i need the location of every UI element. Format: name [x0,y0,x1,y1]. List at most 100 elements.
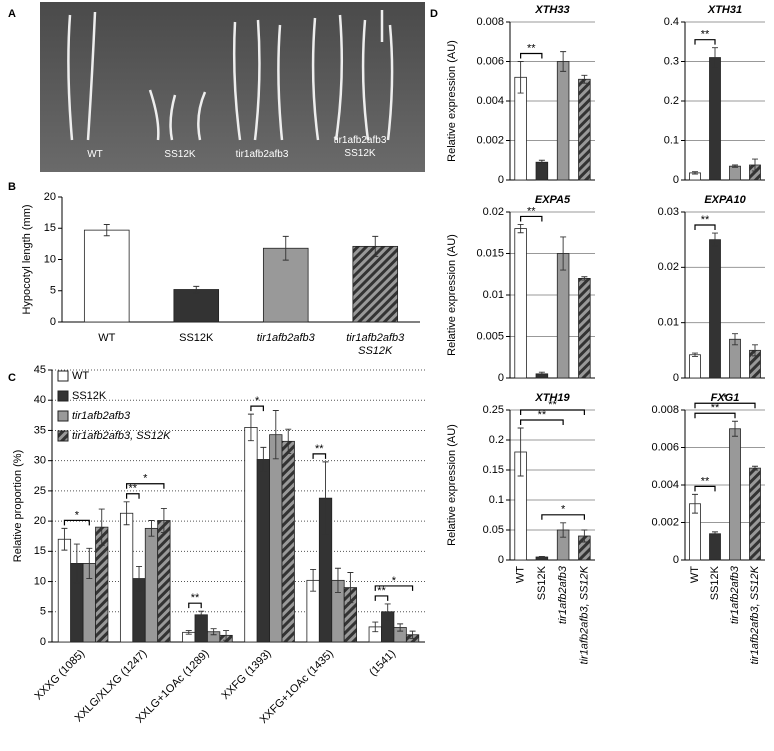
y-tick-label: 0.01 [658,317,679,329]
significance-label: * [723,392,728,404]
x-tick-label: tir1afb2afb3 [256,332,315,344]
x-tick-label: XXXG (1085) [33,648,88,703]
x-tick-label: (1541) [367,648,398,679]
y-tick-label: 0.015 [476,247,504,259]
bar [749,467,761,561]
y-tick-label: 5 [50,285,56,297]
panel-label: A [8,8,16,20]
y-axis-label: Relative proportion (%) [12,450,24,563]
error-bar [560,522,567,538]
error-bar [334,567,341,593]
significance-bracket [520,52,543,59]
panel-label: B [8,181,16,193]
error-bar [98,508,105,546]
significance-label: ** [701,214,710,226]
y-tick-label: 0.1 [489,494,504,506]
y-tick-label: 0 [673,174,679,186]
x-tick-label-box: WT [98,332,115,344]
error-bar [692,352,698,357]
significance-bracket [188,602,202,609]
x-tick-label: XXFG (1393) [219,648,273,702]
y-tick-label: 0.25 [483,404,504,416]
y-tick-label: 5 [40,606,46,618]
y-tick-label: 10 [44,253,56,265]
panel-label: C [8,372,16,384]
significance-bracket [541,514,585,520]
bar [173,289,220,323]
error-bar [123,501,130,526]
y-tick-label: 0.03 [658,206,679,218]
significance-bracket [374,585,414,591]
bar [262,247,309,323]
significance-label: ** [377,585,386,597]
photo-label: tir1afb2afb3 [235,149,289,160]
significance-label: ** [315,443,324,455]
y-tick-label: 0 [498,372,504,384]
photo-label: tir1afb2afb3 SS12K [333,135,387,159]
legend-label: tir1afb2afb3 [72,410,131,422]
error-bar [61,527,68,551]
error-bar [103,224,110,237]
error-bar [347,572,354,604]
photo-label-box: tir1afb2afb3 [235,149,289,160]
error-bar [538,555,545,559]
error-bar [397,623,404,632]
legend-label: tir1afb2afb3, SS12K [72,430,171,442]
x-tick-label: tir1afb2afb3 [729,565,741,624]
significance-label: ** [129,483,138,495]
error-bar [581,529,588,543]
significance-label: * [255,395,260,407]
y-tick-label: 0 [40,636,46,648]
chart-title: XTH19 [534,392,570,404]
y-tick-label: 0 [498,174,504,186]
photo-label: WT [87,149,103,160]
significance-label: * [143,473,148,485]
significance-label: ** [527,42,536,54]
bar [256,459,270,643]
y-axis-label: Relative expression (AU) [446,40,458,162]
significance-bracket [694,412,736,419]
y-tick-label: 0.005 [476,330,504,342]
error-bar [692,171,698,175]
y-axis-label: Relative expression (AU) [446,234,458,356]
bar [352,245,399,323]
y-tick-label: 0.002 [476,134,504,146]
error-bar [712,531,718,537]
legend-swatch [57,370,69,382]
significance-bracket [250,405,264,412]
significance-label: * [392,575,397,587]
x-tick-label: tir1afb2afb3 [557,565,569,624]
x-tick-label-box: tir1afb2afb3 SS12K [346,332,404,357]
x-tick-label-box: SS12K [179,332,213,344]
significance-bracket [694,402,756,409]
y-tick-label: 0.02 [658,261,679,273]
significance-bracket [374,595,389,601]
y-tick-label: 0 [673,372,679,384]
bar [729,165,741,181]
significance-label: ** [548,399,557,411]
error-bar [581,276,588,281]
y-tick-label: 20 [44,191,56,203]
legend-label: WT [72,370,89,382]
error-bar [198,610,205,619]
chart-title: XTH33 [534,4,569,16]
error-bar [517,427,524,477]
error-bar [538,159,545,165]
error-bar [560,236,567,271]
y-tick-label: 0.006 [651,441,679,453]
y-tick-label: 0.004 [476,95,504,107]
y-tick-label: 0.006 [476,55,504,67]
bar [729,428,741,561]
y-tick-label: 20 [34,515,46,527]
significance-bracket [694,485,716,492]
bar [689,354,701,379]
legend-swatch [57,390,69,402]
bar [709,57,721,181]
significance-bracket [63,519,90,526]
seedling-photo [40,2,425,172]
legend-swatch [57,430,69,442]
error-bar [136,565,143,592]
y-tick-label: 0.05 [483,524,504,536]
chart-title: EXPA5 [535,194,571,206]
error-bar [712,232,718,247]
